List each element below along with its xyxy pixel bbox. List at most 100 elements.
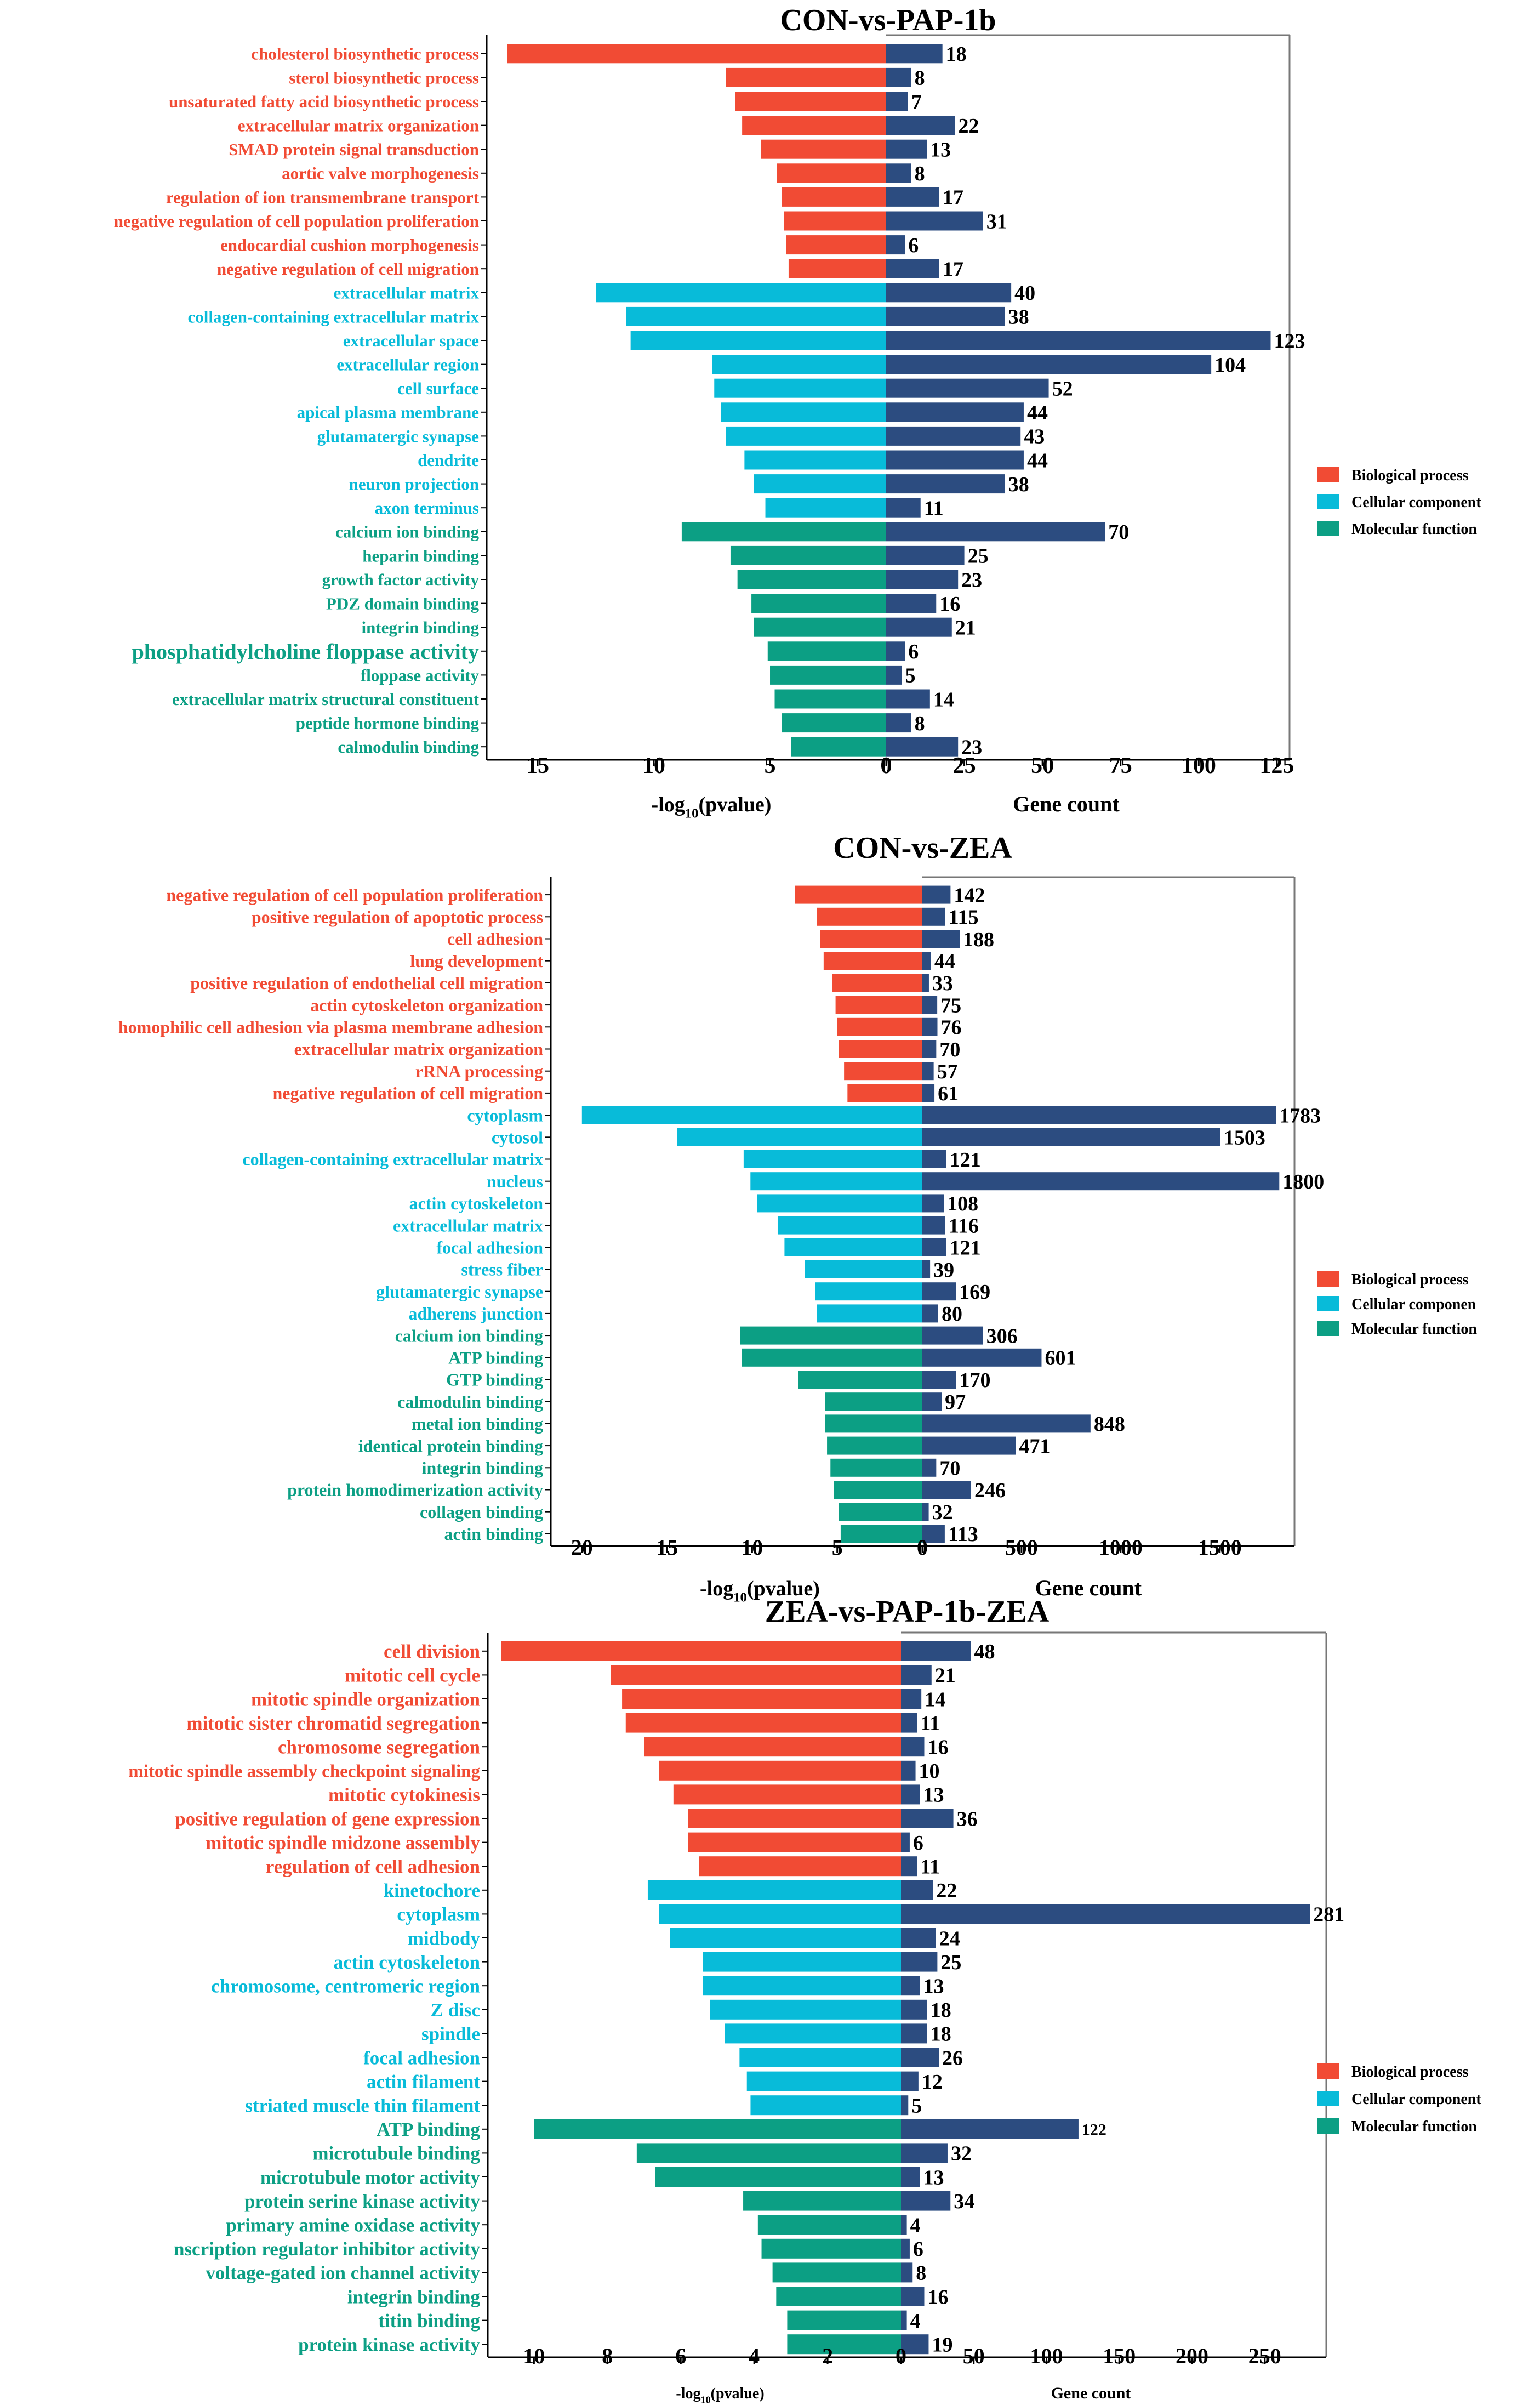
count-label-kinetochore: 22 (936, 1879, 957, 1902)
pvalue-bar-dendrite (744, 450, 886, 470)
count-bar-mitotic-spindle-organization (901, 1689, 922, 1709)
term-label-primary-amine-oxidase-activity: primary amine oxidase activity (226, 2214, 480, 2236)
pvalue-bar-calcium-ion-binding (740, 1326, 922, 1345)
count-label-stress-fiber: 39 (933, 1259, 954, 1282)
term-label-extracellular-region: extracellular region (336, 355, 479, 374)
count-label-extracellular-matrix-organization: 70 (939, 1038, 960, 1061)
count-bar-actin-cytoskeleton (922, 1194, 944, 1213)
pvalue-bar-kinetochore (647, 1880, 901, 1900)
pvalue-bar-primary-amine-oxidase-activity (757, 2215, 901, 2235)
count-bar-stress-fiber (922, 1260, 931, 1278)
pvalue-bar-collagen-binding (839, 1503, 922, 1521)
count-label-microtubule-motor-activity: 13 (923, 2166, 944, 2189)
pvalue-bar-extracellular-matrix-structural-constituent (774, 689, 886, 709)
term-label-focal-adhesion: focal adhesion (363, 2047, 480, 2068)
count-label-rrna-processing: 57 (937, 1060, 958, 1083)
count-label-actin-binding: 113 (948, 1523, 978, 1546)
term-label-nucleus: nucleus (487, 1172, 543, 1191)
term-label-actin-cytoskeleton: actin cytoskeleton (409, 1193, 544, 1213)
count-label-protein-homodimerization-activity: 246 (974, 1479, 1006, 1502)
legend-swatch-molecular-function (1317, 521, 1339, 536)
legend-swatch-molecular-function (1317, 1321, 1339, 1336)
count-bar-rrna-processing (922, 1062, 934, 1081)
legend-swatch-biological-process (1317, 467, 1339, 482)
x-tick-label-right: 50 (963, 2344, 985, 2368)
count-bar-identical-protein-binding (922, 1436, 1016, 1455)
count-bar-mitotic-spindle-midzone-assembly (901, 1832, 910, 1852)
term-label-cholesterol-biosynthetic-process: cholesterol biosynthetic process (251, 44, 479, 64)
count-bar-actin-cytoskeleton-organization (922, 996, 938, 1014)
pvalue-bar-focal-adhesion (739, 2048, 901, 2067)
pvalue-bar-microtubule-motor-activity (655, 2167, 901, 2187)
x-tick-label-right: 0 (896, 2344, 906, 2368)
pvalue-bar-smad-protein-signal-transduction (761, 139, 886, 159)
count-label-pdz-domain-binding: 16 (939, 593, 960, 616)
count-label-extracellular-matrix-structural-constituent: 14 (933, 688, 954, 711)
pvalue-bar-atp-binding (742, 1348, 922, 1367)
term-label-phosphatidylcholine-floppase-activity: phosphatidylcholine floppase activity (132, 639, 479, 664)
count-label-sterol-biosynthetic-process: 8 (915, 67, 925, 90)
count-bar-negative-regulation-of-cell-population-proliferation (922, 885, 951, 904)
pvalue-bar-actin-cytoskeleton (703, 1952, 901, 1972)
term-label-calcium-ion-binding: calcium ion binding (395, 1326, 543, 1345)
term-label-protein-kinase-activity: protein kinase activity (298, 2334, 480, 2355)
pvalue-bar-actin-binding (840, 1525, 922, 1543)
count-label-endocardial-cushion-morphogenesis: 6 (908, 234, 919, 257)
count-bar-microtubule-motor-activity (901, 2167, 920, 2187)
pvalue-bar-calmodulin-binding (791, 737, 886, 757)
term-label-atp-binding: ATP binding (377, 2119, 481, 2140)
term-label-regulation-of-cell-adhesion: regulation of cell adhesion (266, 1856, 480, 1877)
count-bar-dendrite (886, 450, 1024, 470)
count-bar-aortic-valve-morphogenesis (886, 163, 911, 183)
pvalue-bar-apical-plasma-membrane (721, 402, 886, 422)
count-label-nscription-regulator-inhibitor-activity: 6 (913, 2238, 923, 2261)
term-label-cytosol: cytosol (492, 1128, 543, 1147)
pvalue-bar-cytoplasm (659, 1904, 901, 1924)
legend-swatch-cellular-component (1317, 2091, 1339, 2106)
term-label-mitotic-cell-cycle: mitotic cell cycle (345, 1665, 480, 1686)
term-label-aortic-valve-morphogenesis: aortic valve morphogenesis (282, 164, 479, 183)
count-bar-peptide-hormone-binding (886, 713, 911, 733)
pvalue-bar-aortic-valve-morphogenesis (777, 163, 886, 183)
term-label-actin-cytoskeleton: actin cytoskeleton (334, 1952, 480, 1973)
count-label-protein-kinase-activity: 19 (932, 2334, 952, 2357)
count-label-extracellular-region: 104 (1214, 354, 1246, 377)
count-bar-actin-filament (901, 2071, 919, 2091)
term-label-extracellular-space: extracellular space (343, 331, 479, 350)
legend-label-molecular-function: Molecular function (1351, 2118, 1477, 2135)
term-label-protein-serine-kinase-activity: protein serine kinase activity (244, 2191, 481, 2212)
count-label-peptide-hormone-binding: 8 (915, 712, 925, 735)
pvalue-bar-cell-division (501, 1641, 901, 1661)
legend-label-cellular-componen: Cellular componen (1351, 1296, 1476, 1313)
pvalue-bar-protein-homodimerization-activity (834, 1481, 922, 1499)
pvalue-bar-negative-regulation-of-cell-population-proliferation (784, 211, 886, 231)
pvalue-bar-protein-serine-kinase-activity (743, 2191, 901, 2211)
x-tick-label-right: 250 (1248, 2344, 1281, 2368)
count-bar-homophilic-cell-adhesion-via-plasma-membrane-adhesion (922, 1017, 938, 1036)
count-bar-endocardial-cushion-morphogenesis (886, 235, 905, 255)
term-label-regulation-of-ion-transmembrane-transport: regulation of ion transmembrane transpor… (166, 187, 480, 207)
legend-swatch-biological-process (1317, 2063, 1339, 2079)
count-bar-striated-muscle-thin-filament (901, 2095, 909, 2116)
term-label-dendrite: dendrite (418, 451, 479, 470)
count-label-mitotic-spindle-assembly-checkpoint-signaling: 10 (919, 1760, 940, 1783)
count-label-negative-regulation-of-cell-population-proliferation: 31 (986, 210, 1007, 233)
count-label-cell-adhesion: 188 (963, 928, 994, 951)
pvalue-bar-mitotic-cytokinesis (673, 1784, 901, 1805)
x-tick-label-left: 5 (765, 753, 776, 778)
count-bar-cell-adhesion (922, 930, 960, 948)
count-label-gtp-binding: 170 (960, 1369, 991, 1392)
count-label-extracellular-space: 123 (1274, 329, 1305, 352)
count-label-mitotic-spindle-organization: 14 (925, 1688, 945, 1711)
count-label-floppase-activity: 5 (905, 664, 916, 687)
term-label-titin-binding: titin binding (378, 2310, 480, 2332)
count-bar-mitotic-cell-cycle (901, 1665, 932, 1685)
count-bar-collagen-containing-extracellular-matrix (886, 306, 1005, 326)
count-bar-pdz-domain-binding (886, 594, 937, 613)
count-label-chromosome-segregation: 16 (927, 1736, 948, 1759)
pvalue-bar-titin-binding (787, 2310, 901, 2330)
count-bar-neuron-projection (886, 474, 1005, 494)
term-label-gtp-binding: GTP binding (446, 1370, 543, 1390)
legend-swatch-molecular-function (1317, 2118, 1339, 2134)
